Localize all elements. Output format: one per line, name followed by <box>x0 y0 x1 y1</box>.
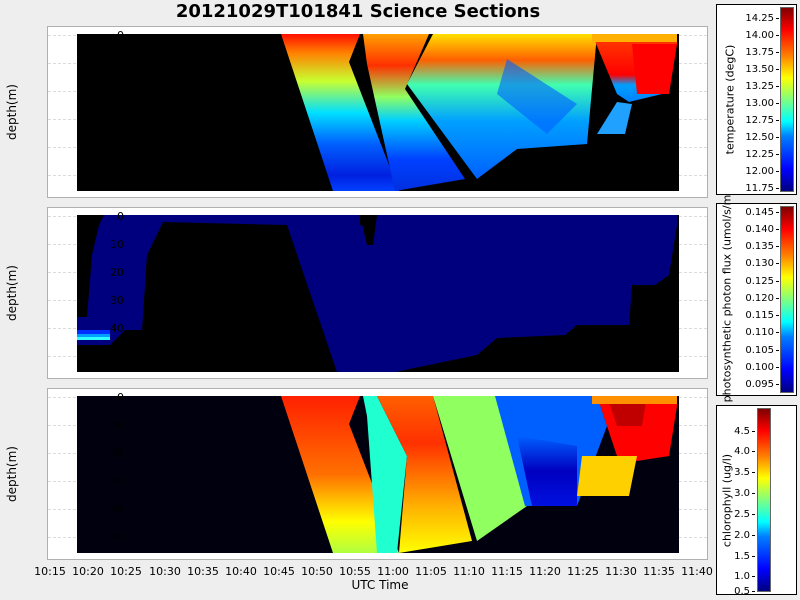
ytick: 0 <box>117 391 124 404</box>
ytick: 40 <box>110 141 124 154</box>
ytick: 40 <box>110 503 124 516</box>
colorbar-tick: 12.50 <box>745 132 779 143</box>
colorbar-tick: 12.75 <box>745 115 779 126</box>
colorbar-tick: 13.00 <box>745 98 779 109</box>
ytick: 10 <box>110 57 124 70</box>
colorbar-tick: 3.5 <box>734 467 755 478</box>
colorbar-tick: 0.135 <box>745 241 779 252</box>
colorbar-tick: 12.25 <box>745 149 779 160</box>
colorbar-tick: 1.0 <box>734 571 755 582</box>
ytick: 30 <box>110 294 124 307</box>
xtick: 10:40 <box>225 565 257 578</box>
xtick: 11:00 <box>377 565 409 578</box>
colorbar-tick: 4.0 <box>734 446 755 457</box>
colorbar-tick: 0.105 <box>745 345 779 356</box>
ytick: 30 <box>110 475 124 488</box>
colorbar-tick: 13.25 <box>745 81 779 92</box>
colorbar-tick: 2.5 <box>734 509 755 520</box>
colorbar-tick: 13.75 <box>745 47 779 58</box>
x-axis-label: UTC Time <box>351 578 409 592</box>
colorbar-label: chlorophyll (ug/l) <box>720 453 734 548</box>
ytick: 10 <box>110 419 124 432</box>
colorbar-label: photosynthetic photon flux (umol/s/m <box>720 194 734 403</box>
chlorophyll-heatmap <box>77 396 679 553</box>
colorbar-tick: 0.100 <box>745 362 779 373</box>
colorbar-tick: 0.125 <box>745 276 779 287</box>
colorbar-tick: 0.5 <box>734 586 755 597</box>
colorbar-gradient <box>780 7 794 192</box>
ytick: 50 <box>110 169 124 182</box>
xtick: 11:15 <box>491 565 523 578</box>
ytick: 20 <box>110 447 124 460</box>
xtick: 11:20 <box>529 565 561 578</box>
colorbar-tick: 0.095 <box>745 379 779 390</box>
xtick: 10:20 <box>72 565 104 578</box>
xtick: 10:35 <box>187 565 219 578</box>
ytick: 10 <box>110 238 124 251</box>
xtick: 10:25 <box>110 565 142 578</box>
colorbar-tick: 12.00 <box>745 166 779 177</box>
colorbar-tick: 3.0 <box>734 488 755 499</box>
chlorophyll-colorbar: 4.5 4.0 3.5 3.0 2.5 2.0 1.5 1.0 0.5 chlo… <box>716 405 797 597</box>
chart-title: 20121029T101841 Science Sections <box>175 1 541 22</box>
colorbar-gradient <box>780 206 794 393</box>
xtick: 11:05 <box>415 565 447 578</box>
y-axis-label: depth(m) <box>5 446 19 502</box>
colorbar-label: temperature (degC) <box>723 44 737 155</box>
ytick: 30 <box>110 113 124 126</box>
colorbar-tick: 11.75 <box>745 183 779 194</box>
colorbar-gradient <box>757 408 771 592</box>
xtick: 10:15 <box>34 565 66 578</box>
colorbar-tick: 13.50 <box>745 64 779 75</box>
xtick: 11:25 <box>567 565 599 578</box>
temperature-heatmap <box>77 34 679 191</box>
ytick: 50 <box>110 350 124 363</box>
xtick: 10:55 <box>339 565 371 578</box>
xtick: 10:30 <box>149 565 181 578</box>
xtick: 10:45 <box>263 565 295 578</box>
y-axis-label: depth(m) <box>5 265 19 321</box>
ytick: 0 <box>117 29 124 42</box>
xtick: 11:30 <box>605 565 637 578</box>
xtick: 10:50 <box>301 565 333 578</box>
colorbar-tick: 0.110 <box>745 327 779 338</box>
colorbar-tick: 14.25 <box>745 13 779 24</box>
par-heatmap <box>77 215 679 372</box>
ytick: 40 <box>110 322 124 335</box>
par-colorbar: 0.145 0.140 0.135 0.130 0.125 0.120 0.11… <box>716 195 797 402</box>
ytick: 20 <box>110 85 124 98</box>
colorbar-tick: 0.120 <box>745 293 779 304</box>
xtick: 11:35 <box>643 565 675 578</box>
colorbar-tick: 2.0 <box>734 530 755 541</box>
colorbar-tick: 0.140 <box>745 224 779 235</box>
y-axis-label: depth(m) <box>5 84 19 140</box>
ytick: 0 <box>117 210 124 223</box>
xtick: 11:10 <box>453 565 485 578</box>
xtick: 11:40 <box>681 565 713 578</box>
temperature-colorbar: 14.25 14.00 13.75 13.50 13.25 13.00 12.7… <box>716 4 797 195</box>
par-plot-panel <box>47 207 708 379</box>
ytick: 50 <box>110 531 124 544</box>
temperature-plot-panel <box>47 26 708 198</box>
colorbar-tick: 14.00 <box>745 30 779 41</box>
ytick: 20 <box>110 266 124 279</box>
chlorophyll-plot-panel <box>47 388 708 560</box>
colorbar-tick: 0.115 <box>745 310 779 321</box>
colorbar-tick: 4.5 <box>734 426 755 437</box>
colorbar-tick: 0.130 <box>745 258 779 269</box>
colorbar-tick: 1.5 <box>734 551 755 562</box>
colorbar-tick: 0.145 <box>745 207 779 218</box>
